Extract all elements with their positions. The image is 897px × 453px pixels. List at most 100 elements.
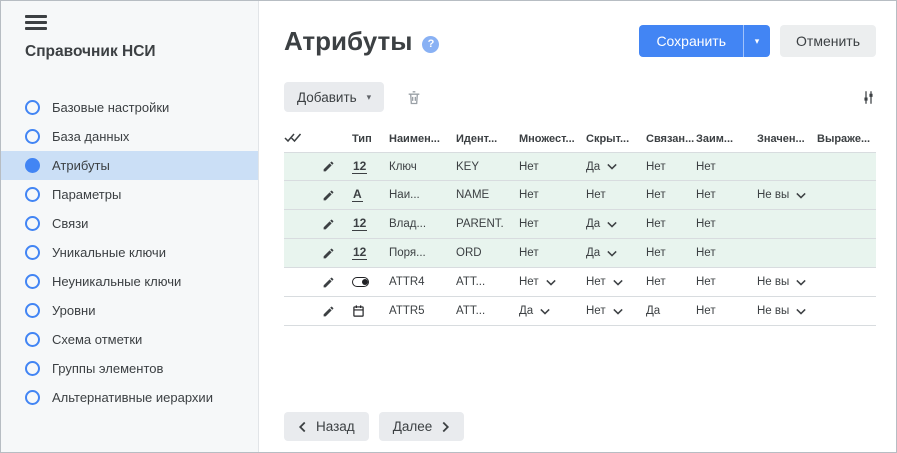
- cell-borrowed: Нет: [696, 247, 757, 259]
- column-header-type: Тип: [352, 132, 372, 145]
- number-type-icon: 12: [352, 159, 368, 174]
- cell-hidden-text: Да: [586, 247, 601, 259]
- cell-identifier: KEY: [456, 161, 519, 173]
- cell-hidden-text: Нет: [586, 189, 606, 201]
- sidebar-item[interactable]: Неуникальные ключи: [1, 267, 258, 296]
- column-header-identifier: Идент...: [456, 132, 498, 145]
- cell-linked-text: Нет: [646, 189, 666, 201]
- row-type-cell: [352, 304, 389, 318]
- sidebar-item[interactable]: Схема отметки: [1, 325, 258, 354]
- radio-icon: [25, 244, 40, 260]
- cell-value-text: Не вы: [757, 305, 790, 317]
- save-button[interactable]: Сохранить: [639, 25, 744, 57]
- sidebar-item-label: Базовые настройки: [52, 99, 170, 115]
- edit-row-button[interactable]: [322, 189, 335, 202]
- hamburger-menu-icon[interactable]: [25, 15, 47, 30]
- sidebar-item[interactable]: Связи: [1, 209, 258, 238]
- next-button-label: Далее: [392, 419, 433, 434]
- row-edit-cell: [322, 189, 352, 202]
- cell-borrowed-text: Нет: [696, 189, 716, 201]
- table-row[interactable]: ATTR5 ATT... Да Нет Да Нет Не вы: [284, 297, 876, 326]
- cell-hidden: Нет: [586, 305, 646, 317]
- cell-borrowed: Нет: [696, 218, 757, 230]
- date-type-icon: [353, 305, 364, 317]
- sidebar-item[interactable]: Уровни: [1, 296, 258, 325]
- radio-icon: [25, 215, 40, 231]
- back-button[interactable]: Назад: [284, 412, 369, 441]
- sidebar-item[interactable]: База данных: [1, 122, 258, 151]
- sidebar-item[interactable]: Параметры: [1, 180, 258, 209]
- cell-name-text: Ключ: [389, 160, 417, 173]
- chevron-down-icon[interactable]: [796, 279, 806, 286]
- cell-name: Поря...: [389, 247, 456, 259]
- cell-name: Ключ: [389, 161, 456, 173]
- row-type-cell: A: [352, 188, 389, 202]
- table-row[interactable]: 12 Поря... ORD Нет Да Нет Нет: [284, 239, 876, 268]
- cell-linked-text: Нет: [646, 247, 666, 259]
- help-icon[interactable]: ?: [422, 35, 440, 53]
- cell-multiple-text: Нет: [519, 247, 539, 259]
- text-type-icon: A: [352, 188, 363, 202]
- cell-borrowed-text: Нет: [696, 160, 716, 173]
- chevron-down-icon[interactable]: [545, 279, 556, 286]
- chevron-down-icon[interactable]: [612, 308, 623, 315]
- cell-name: Влад...: [389, 218, 456, 230]
- cell-identifier: ATT...: [456, 276, 519, 288]
- chevron-down-icon[interactable]: [796, 308, 806, 315]
- sidebar-item[interactable]: Группы элементов: [1, 354, 258, 383]
- cell-identifier: ORD: [456, 247, 519, 259]
- chevron-down-icon[interactable]: [607, 250, 617, 257]
- sidebar-item[interactable]: Базовые настройки: [1, 93, 258, 122]
- pencil-icon: [323, 219, 334, 229]
- add-button-label: Добавить: [297, 89, 357, 105]
- chevron-down-icon[interactable]: [607, 163, 617, 170]
- edit-row-button[interactable]: [322, 218, 335, 231]
- page-title: Атрибуты: [284, 25, 413, 56]
- chevron-down-icon[interactable]: [540, 308, 550, 315]
- cell-multiple: Нет: [519, 161, 586, 173]
- number-type-icon: 12: [352, 217, 368, 231]
- chevron-down-icon[interactable]: [612, 279, 623, 286]
- cell-linked-text: Да: [646, 305, 661, 317]
- sidebar-item[interactable]: Альтернативные иерархии: [1, 383, 258, 412]
- sidebar-item-label: Альтернативные иерархии: [52, 389, 213, 405]
- save-dropdown-button[interactable]: ▾: [743, 25, 771, 57]
- table-row[interactable]: 12 Влад... PARENT. Нет Да Нет Нет: [284, 210, 876, 239]
- pencil-icon: [323, 190, 334, 200]
- edit-row-button[interactable]: [322, 276, 335, 289]
- chevron-down-icon[interactable]: [607, 221, 617, 228]
- add-button[interactable]: Добавить ▾: [284, 82, 385, 112]
- table-body: 12 Ключ KEY Нет Да Нет Нет A Наи... NAME Нет Нет Нет…: [284, 152, 896, 326]
- sidebar: Справочник НСИ Базовые настройки База дан…: [1, 1, 259, 452]
- edit-row-button[interactable]: [322, 305, 335, 318]
- edit-row-button[interactable]: [322, 247, 335, 260]
- column-settings-button[interactable]: [861, 89, 876, 106]
- next-button[interactable]: Далее: [378, 412, 465, 441]
- cell-name-text: ATTR4: [389, 276, 425, 288]
- sidebar-item-label: Связи: [52, 215, 89, 231]
- table-row[interactable]: ATTR4 ATT... Нет Нет Нет Нет Не вы: [284, 268, 876, 297]
- row-type-cell: 12: [352, 246, 389, 260]
- column-header-value: Значен...: [757, 132, 805, 145]
- wizard-footer: Назад Далее: [284, 412, 896, 441]
- cell-linked: Нет: [646, 247, 696, 259]
- cell-hidden-text: Да: [586, 218, 601, 230]
- cell-name: ATTR4: [389, 276, 456, 288]
- radio-icon: [25, 186, 40, 202]
- cancel-button[interactable]: Отменить: [780, 25, 876, 57]
- cell-name-text: ATTR5: [389, 305, 425, 317]
- sidebar-item[interactable]: Атрибуты: [1, 150, 258, 180]
- table-row[interactable]: A Наи... NAME Нет Нет Нет Нет Не вы: [284, 181, 876, 210]
- delete-button[interactable]: [406, 89, 422, 106]
- sidebar-item[interactable]: Уникальные ключи: [1, 238, 258, 267]
- row-edit-cell: [322, 160, 352, 173]
- pencil-icon: [323, 306, 334, 316]
- edit-row-button[interactable]: [322, 160, 335, 173]
- cell-hidden: Да: [586, 161, 646, 173]
- table-row[interactable]: 12 Ключ KEY Нет Да Нет Нет: [284, 152, 876, 181]
- select-all-icon[interactable]: [284, 131, 302, 144]
- cell-multiple-text: Нет: [519, 189, 539, 201]
- chevron-down-icon[interactable]: [796, 192, 806, 199]
- cell-borrowed-text: Нет: [696, 276, 716, 288]
